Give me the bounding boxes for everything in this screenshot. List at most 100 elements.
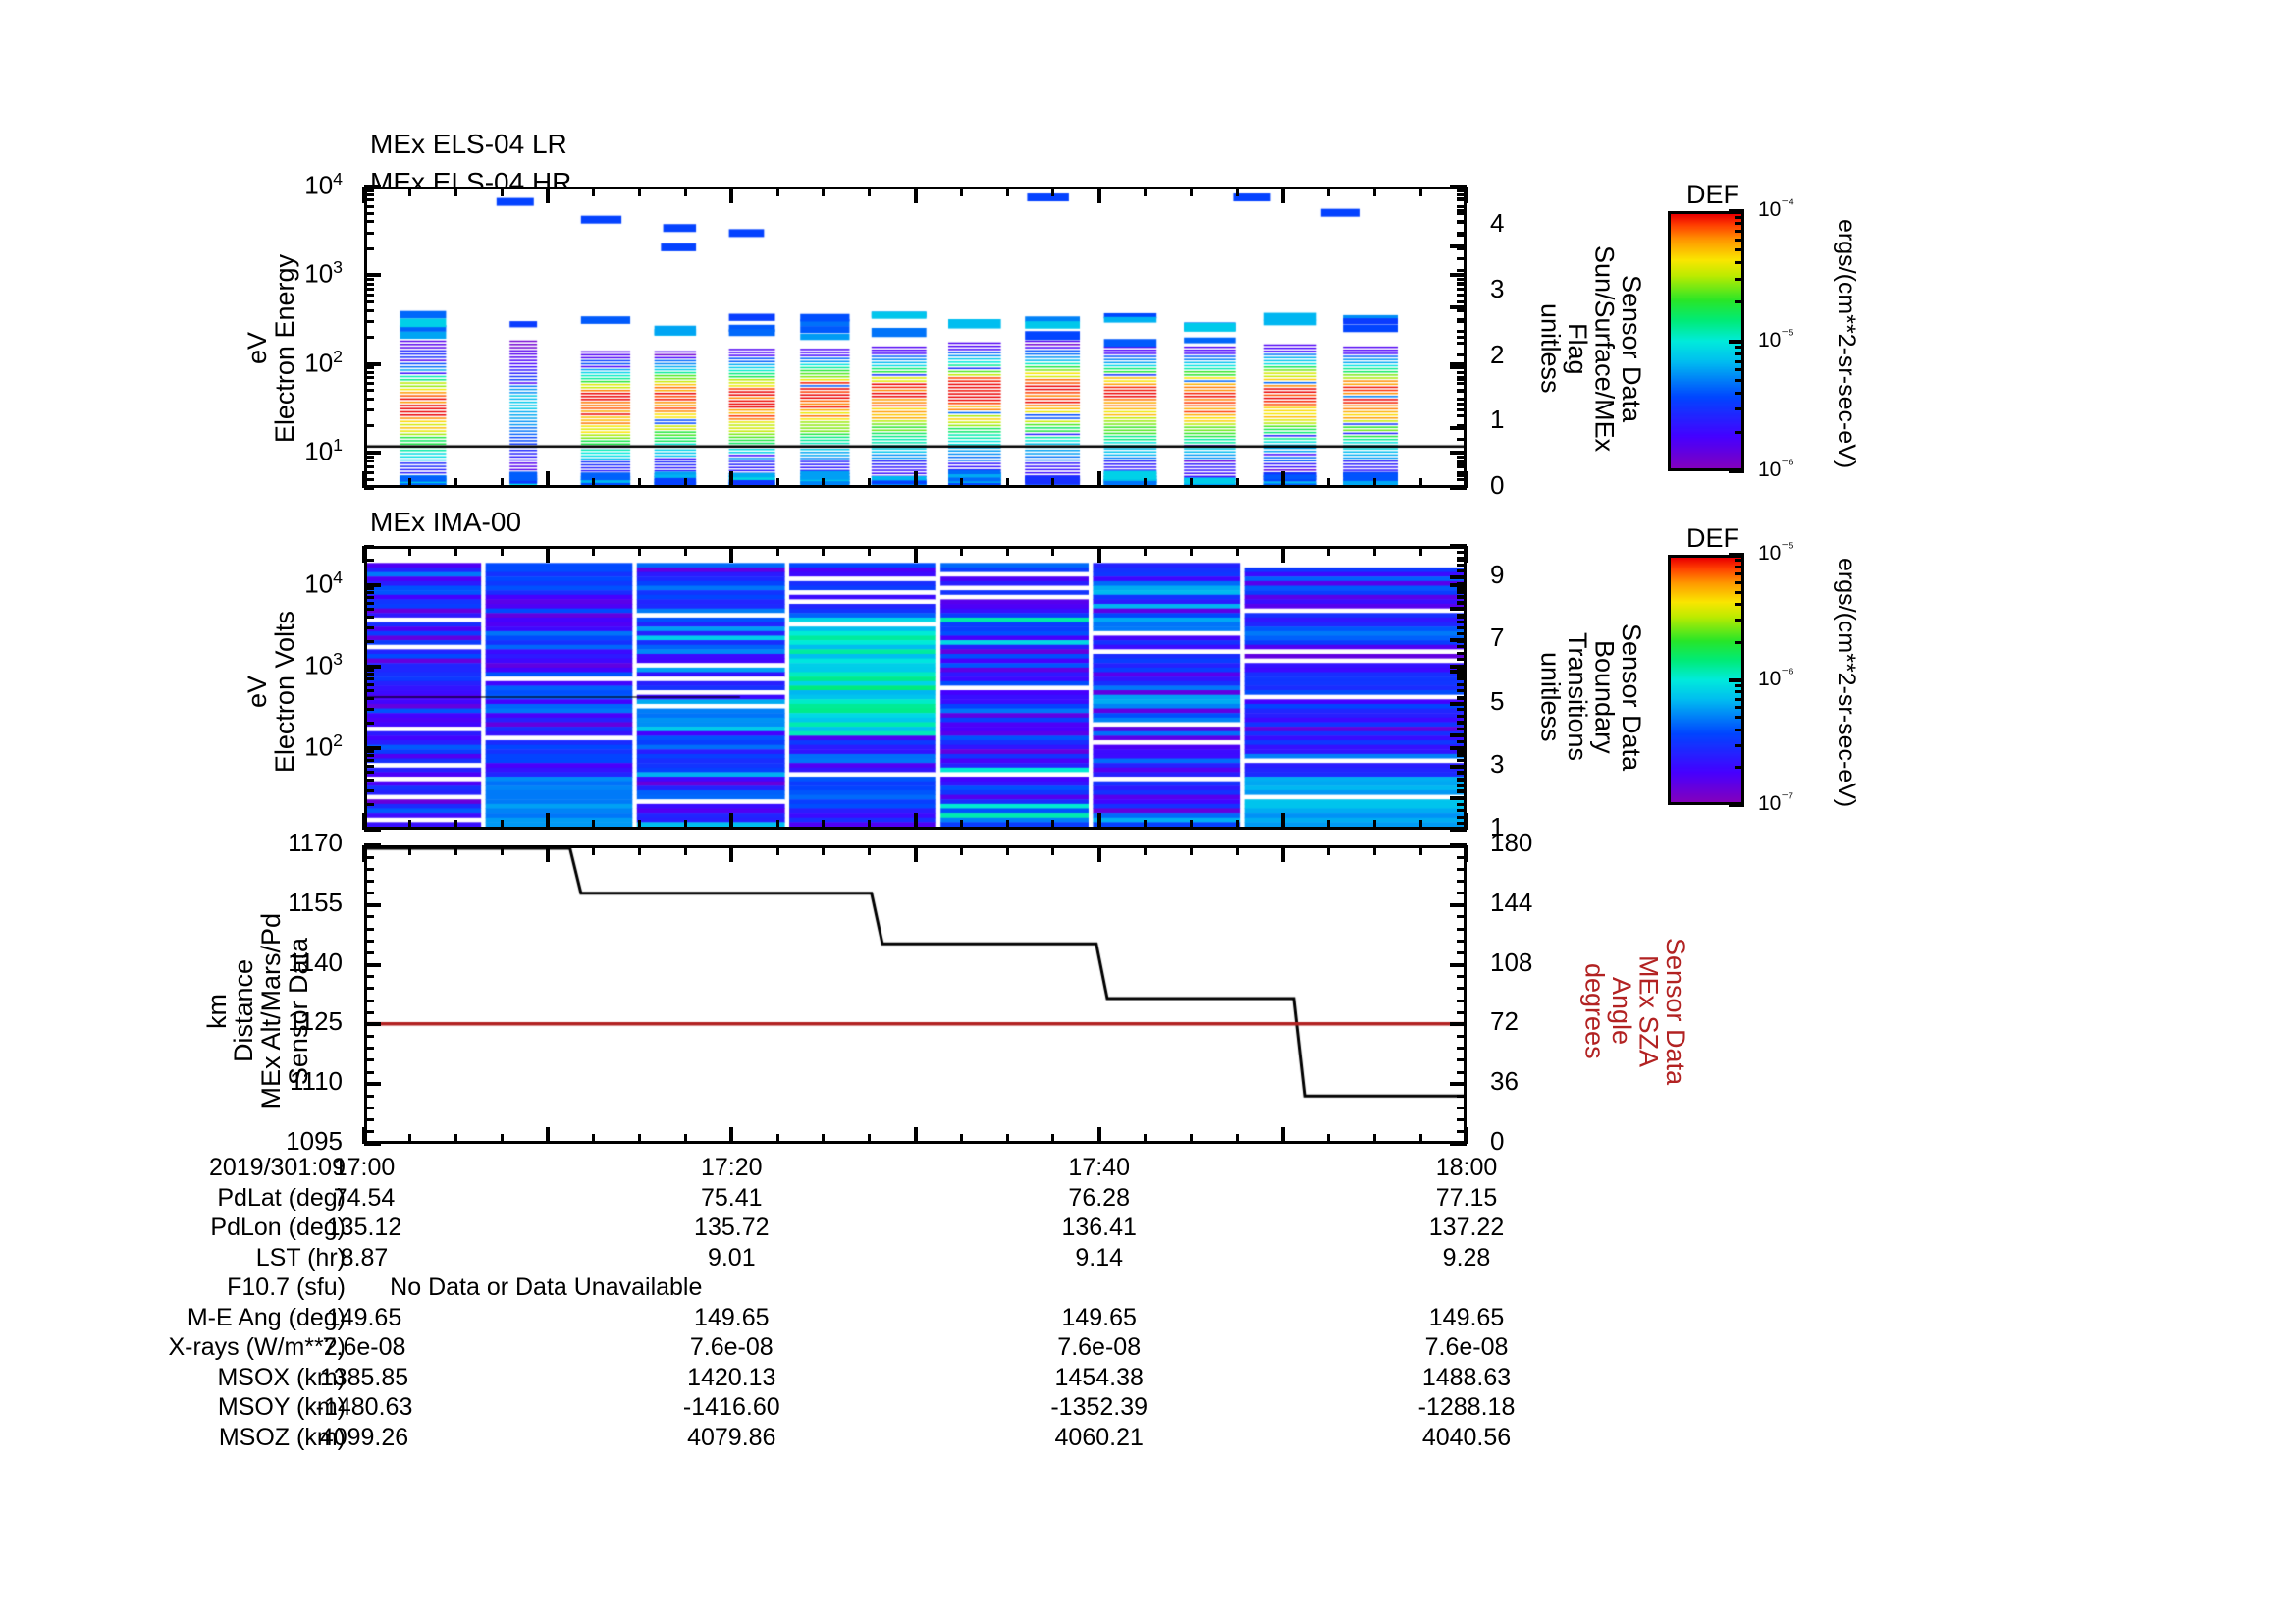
axis-tick bbox=[364, 460, 374, 463]
panel3-ylabel-line3: Distance bbox=[229, 959, 259, 1063]
axis-tick bbox=[638, 546, 642, 556]
axis-tick bbox=[1465, 187, 1468, 203]
axis-tick bbox=[364, 707, 374, 711]
axis-tick bbox=[1457, 1107, 1467, 1110]
panel3-right-ytick-label: 108 bbox=[1490, 947, 1533, 977]
axis-tick bbox=[1457, 1094, 1467, 1098]
axis-tick bbox=[1457, 746, 1467, 749]
info-table-cell: 76.28 bbox=[1068, 1183, 1130, 1212]
panel3-ylabel-right: Sensor Data MEx SZA Angle degrees bbox=[1571, 864, 1698, 1159]
axis-tick bbox=[1051, 820, 1055, 830]
axis-tick bbox=[364, 586, 374, 590]
axis-tick bbox=[1735, 215, 1744, 219]
axis-tick bbox=[1729, 339, 1744, 344]
panel2-ylabel-right-line3: Transitions bbox=[1563, 632, 1592, 762]
axis-tick bbox=[362, 845, 366, 862]
axis-tick bbox=[364, 640, 374, 644]
axis-tick bbox=[1450, 304, 1467, 309]
axis-tick bbox=[1189, 845, 1193, 855]
axis-tick bbox=[364, 1107, 374, 1110]
axis-tick bbox=[1457, 594, 1467, 598]
axis-tick bbox=[1457, 758, 1467, 762]
axis-tick bbox=[364, 950, 374, 954]
axis-tick bbox=[364, 544, 374, 548]
axis-tick bbox=[638, 1134, 642, 1144]
axis-tick bbox=[1005, 187, 1009, 196]
info-table-span-value: No Data or Data Unavailable bbox=[390, 1273, 703, 1301]
axis-tick bbox=[1457, 221, 1467, 225]
axis-tick bbox=[1457, 317, 1467, 321]
axis-tick bbox=[364, 750, 374, 754]
panel3-plot-area[interactable] bbox=[364, 845, 1467, 1144]
panel2-ylabel-line1: Electron Volts bbox=[270, 611, 299, 774]
info-table-cell: 17:40 bbox=[1068, 1154, 1130, 1181]
info-table-cell: 1420.13 bbox=[687, 1363, 776, 1391]
axis-tick bbox=[1372, 1134, 1376, 1144]
info-table-cell: 17:20 bbox=[701, 1154, 763, 1181]
axis-tick bbox=[1457, 620, 1467, 623]
axis-tick bbox=[1005, 478, 1009, 488]
axis-tick bbox=[364, 962, 381, 967]
axis-tick bbox=[1457, 300, 1467, 304]
panel3-right-ytick-label: 180 bbox=[1490, 828, 1533, 857]
panel1-ylabel-line2: eV bbox=[242, 332, 273, 365]
info-table-cell: 7.6e-08 bbox=[1057, 1333, 1142, 1361]
axis-tick bbox=[1457, 257, 1467, 261]
axis-tick bbox=[1457, 382, 1467, 386]
axis-tick bbox=[1450, 1022, 1467, 1027]
panel2-right-ytick-label: 5 bbox=[1490, 685, 1505, 716]
info-table-cell: -1288.18 bbox=[1417, 1393, 1516, 1421]
axis-tick bbox=[1465, 845, 1468, 862]
axis-tick bbox=[364, 677, 374, 681]
axis-tick bbox=[868, 546, 872, 556]
panel3-ytick-label: 1110 bbox=[290, 1066, 343, 1097]
colorbar-1-unit-text: ergs/(cm**2-sr-sec-eV) bbox=[1832, 218, 1860, 469]
axis-tick bbox=[1457, 342, 1467, 346]
panel1-ytick-label: 103 bbox=[304, 257, 343, 289]
axis-tick bbox=[364, 470, 374, 474]
axis-tick bbox=[1457, 277, 1467, 281]
info-table-cell: 149.65 bbox=[326, 1303, 402, 1331]
axis-tick bbox=[1457, 682, 1467, 686]
axis-tick bbox=[1457, 398, 1467, 402]
colorbar-2-unit: ergs/(cm**2-sr-sec-eV) bbox=[1826, 550, 1865, 815]
axis-tick bbox=[1143, 820, 1147, 830]
axis-tick bbox=[454, 187, 458, 196]
axis-tick bbox=[1418, 845, 1422, 855]
info-table-cell: -1416.60 bbox=[682, 1393, 780, 1421]
axis-tick bbox=[1450, 185, 1467, 189]
axis-tick bbox=[1457, 474, 1467, 478]
info-table-cell: 1454.38 bbox=[1054, 1363, 1144, 1391]
axis-tick bbox=[1235, 820, 1239, 830]
axis-tick bbox=[1457, 721, 1467, 725]
axis-tick bbox=[364, 486, 374, 490]
axis-tick bbox=[592, 1134, 596, 1144]
info-table-cell: -1352.39 bbox=[1050, 1393, 1148, 1421]
axis-tick bbox=[775, 478, 779, 488]
axis-tick bbox=[1051, 845, 1055, 855]
axis-tick bbox=[364, 697, 374, 701]
panel1-ylabel: Electron Energy eV bbox=[242, 187, 301, 511]
info-table-row-label: F10.7 (sfu) bbox=[227, 1273, 346, 1301]
axis-tick bbox=[1051, 1134, 1055, 1144]
info-table-cell: 4099.26 bbox=[319, 1423, 409, 1451]
axis-tick bbox=[822, 820, 826, 830]
axis-tick bbox=[638, 187, 642, 196]
axis-tick bbox=[1465, 813, 1468, 830]
panel2-ytick-label: 104 bbox=[304, 567, 343, 599]
axis-tick bbox=[1457, 559, 1467, 563]
axis-tick bbox=[1457, 402, 1467, 406]
axis-tick bbox=[592, 845, 596, 855]
panel1-plot-area[interactable] bbox=[364, 187, 1467, 488]
info-table-cell: 7.6e-08 bbox=[322, 1333, 406, 1361]
colorbar-1-title: DEF bbox=[1686, 180, 1739, 209]
axis-tick bbox=[1735, 559, 1744, 563]
axis-tick bbox=[1143, 1134, 1147, 1144]
panel2-plot-area[interactable] bbox=[364, 546, 1467, 830]
axis-tick bbox=[1457, 750, 1467, 754]
axis-tick bbox=[1457, 320, 1467, 324]
panel3-ylabel-right-line3: Angle bbox=[1607, 977, 1636, 1046]
axis-tick bbox=[364, 1094, 374, 1098]
axis-tick bbox=[364, 596, 374, 600]
colorbar-2-title: DEF bbox=[1686, 523, 1739, 553]
